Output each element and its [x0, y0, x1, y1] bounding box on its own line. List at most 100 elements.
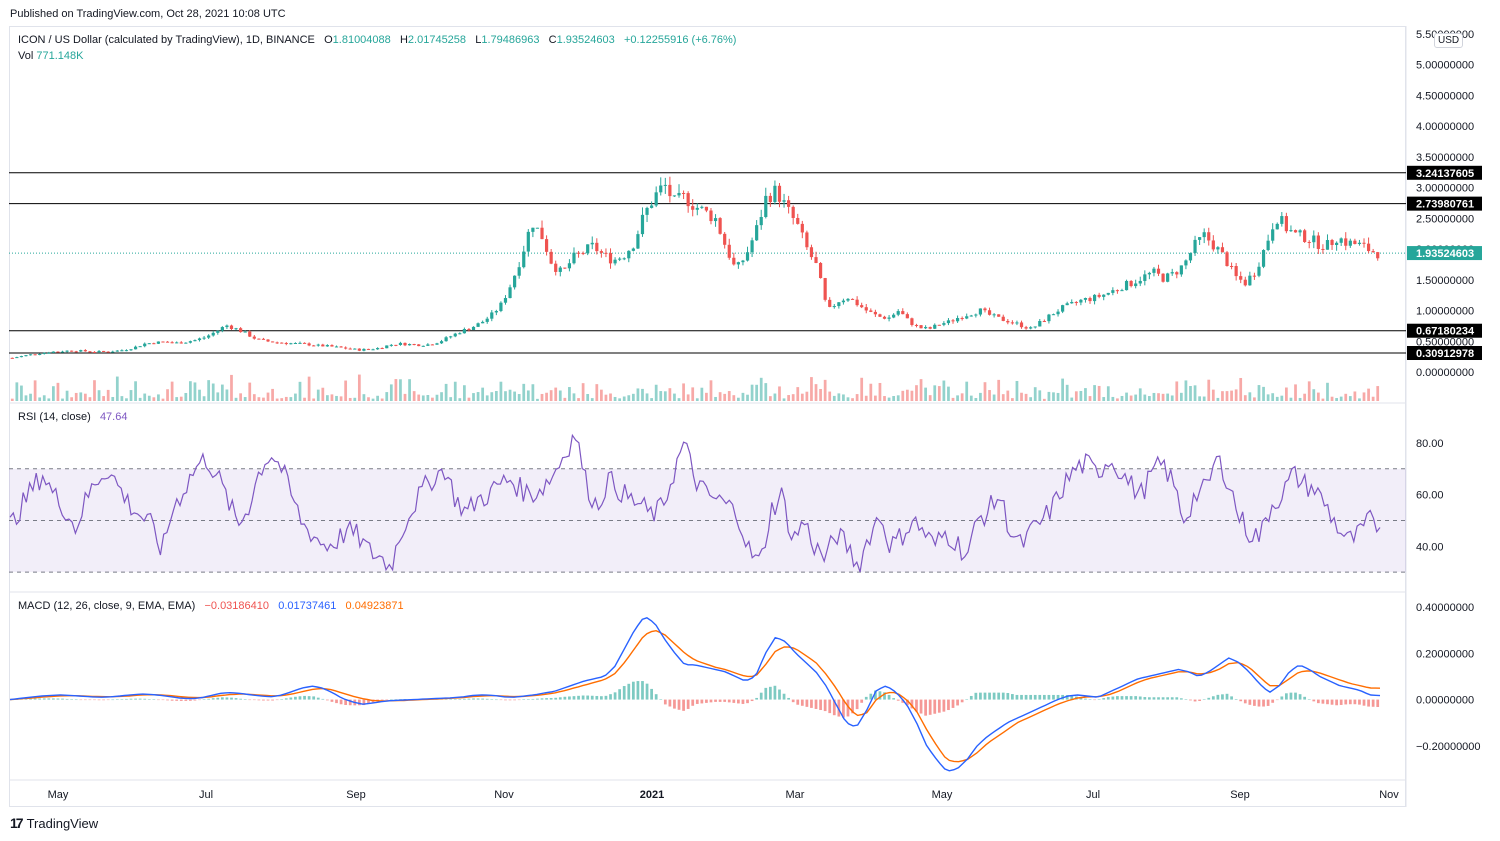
- volume-bar: [558, 390, 562, 401]
- volume-bar: [819, 388, 822, 401]
- volume-bar: [1184, 380, 1188, 401]
- volume-bar: [33, 380, 37, 401]
- candle-body: [1147, 272, 1151, 275]
- volume-bar: [289, 397, 293, 401]
- macd-pane[interactable]: [9, 617, 1381, 772]
- macd-histogram-bar: [805, 699, 809, 707]
- macd-histogram-bar: [266, 699, 270, 701]
- macd-label[interactable]: MACD (12, 26, close, 9, EMA, EMA): [18, 600, 196, 612]
- rsi-label[interactable]: RSI (14, close): [18, 411, 91, 423]
- candle-body: [686, 193, 690, 207]
- macd-histogram-bar: [1079, 697, 1083, 700]
- candle-body: [1357, 242, 1362, 245]
- macd-histogram-bar: [1211, 696, 1215, 700]
- candle-body: [896, 311, 900, 315]
- candle-body: [887, 317, 891, 319]
- candle-body: [759, 217, 763, 226]
- volume-bar: [828, 391, 832, 401]
- candle-body: [1033, 326, 1037, 328]
- macd-histogram-bar: [262, 699, 265, 701]
- candle-body: [284, 343, 288, 345]
- volume-bar: [1038, 390, 1042, 401]
- time-tick-label: Nov: [494, 789, 514, 801]
- candle-body: [366, 348, 371, 350]
- candle-body: [914, 324, 919, 326]
- symbol-title[interactable]: ICON / US Dollar (calculated by TradingV…: [18, 34, 315, 46]
- volume-bar: [796, 387, 800, 401]
- macd-histogram-bar: [1353, 699, 1357, 705]
- candle-body: [275, 342, 279, 344]
- high-value: 2.01745258: [407, 34, 467, 46]
- macd-histogram-bar: [111, 699, 115, 701]
- candle-body: [42, 352, 46, 354]
- macd-histogram-bar: [56, 698, 60, 700]
- macd-histogram-bar: [184, 699, 188, 701]
- candle-body: [1170, 272, 1174, 274]
- candle-body: [933, 324, 937, 329]
- candle-body: [97, 350, 101, 353]
- candle-body: [987, 310, 992, 315]
- candle-body: [24, 355, 28, 357]
- candle-body: [1097, 294, 1101, 297]
- macd-histogram-bar: [312, 696, 316, 700]
- candle-body: [1202, 232, 1206, 238]
- time-tick-label: Sep: [1230, 789, 1250, 801]
- candle-body: [1129, 280, 1133, 287]
- volume-bar: [52, 386, 55, 401]
- brand-name: TradingView: [26, 815, 99, 831]
- macd-histogram-bar: [220, 697, 224, 700]
- candle-body: [266, 339, 270, 342]
- macd-histogram-bar: [800, 699, 804, 706]
- candle-body: [567, 263, 572, 269]
- tradingview-logo[interactable]: 17 TradingView: [10, 815, 98, 831]
- macd-histogram-bar: [755, 697, 759, 700]
- price-pane[interactable]: [9, 172, 1406, 359]
- volume-bar: [1152, 392, 1156, 401]
- volume-bar: [65, 390, 69, 401]
- candle-body: [581, 252, 585, 254]
- volume-label[interactable]: Vol: [18, 50, 34, 62]
- macd-histogram-bar: [549, 698, 553, 700]
- macd-hist-value: −0.03186410: [204, 600, 270, 612]
- candle-body: [978, 308, 983, 315]
- candle-body: [604, 252, 608, 254]
- volume-bar: [1029, 397, 1033, 401]
- volume-bar: [1020, 392, 1023, 401]
- macd-histogram-bar: [718, 699, 722, 702]
- signal-value: 0.04923871: [345, 600, 404, 612]
- price-tick-label: 4.00000000: [1416, 121, 1474, 133]
- macd-histogram-bar: [874, 690, 877, 700]
- volume-bar: [1047, 391, 1051, 401]
- rsi-pane[interactable]: [9, 433, 1406, 573]
- macd-histogram-bar: [1001, 692, 1005, 700]
- candle-body: [1074, 302, 1078, 304]
- candle-body: [330, 345, 334, 347]
- candle-body: [1289, 230, 1293, 232]
- candle-body: [1312, 235, 1316, 243]
- volume-bar: [915, 385, 918, 401]
- currency-badge[interactable]: USD: [1434, 33, 1464, 48]
- candle-body: [928, 327, 932, 329]
- macd-histogram-bar: [202, 699, 206, 700]
- volume-bar: [1070, 397, 1074, 401]
- volume-bar: [1312, 389, 1316, 401]
- macd-histogram-bar: [901, 699, 905, 703]
- volume-bar: [668, 388, 672, 401]
- macd-histogram-bar: [618, 689, 622, 700]
- macd-histogram-bar: [1161, 697, 1165, 700]
- volume-bar: [554, 387, 558, 401]
- volume-bar: [526, 390, 530, 401]
- macd-histogram-bar: [526, 699, 530, 700]
- candle-body: [631, 248, 635, 251]
- macd-histogram-bar: [768, 686, 772, 700]
- volume-bar: [586, 394, 590, 401]
- candle-body: [19, 356, 24, 358]
- volume-bar: [1225, 391, 1229, 401]
- candle-body: [1316, 235, 1320, 249]
- candle-body: [60, 351, 65, 353]
- price-tick-label: 3.00000000: [1416, 183, 1474, 195]
- volume-bar: [869, 383, 873, 401]
- candle-body: [700, 206, 704, 208]
- candle-body: [668, 184, 672, 197]
